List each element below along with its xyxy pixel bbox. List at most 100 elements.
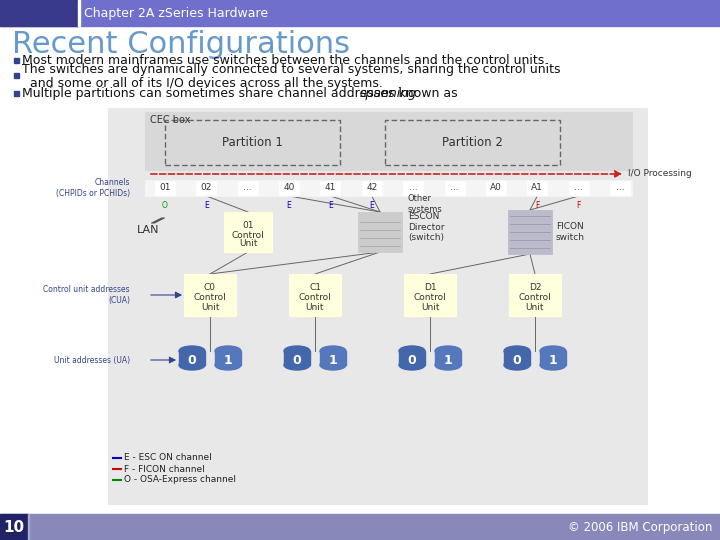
Text: Unit addresses (UA): Unit addresses (UA) <box>54 355 130 364</box>
Text: Control: Control <box>299 293 331 301</box>
Bar <box>289 274 341 316</box>
Text: 1: 1 <box>549 354 557 367</box>
Bar <box>0 514 28 540</box>
Bar <box>403 181 423 195</box>
Ellipse shape <box>435 360 461 370</box>
Bar <box>224 212 272 252</box>
Text: FICON
switch: FICON switch <box>556 222 585 242</box>
Bar <box>444 181 464 195</box>
Bar <box>399 351 425 365</box>
Bar <box>238 181 258 195</box>
Text: ...: ... <box>243 184 252 192</box>
Ellipse shape <box>435 346 461 356</box>
Bar <box>0 0 720 26</box>
Ellipse shape <box>540 360 566 370</box>
Text: 1: 1 <box>224 354 233 367</box>
Text: Unit: Unit <box>239 240 257 248</box>
Text: Control: Control <box>194 293 226 301</box>
Ellipse shape <box>320 346 346 356</box>
Text: 0: 0 <box>513 354 521 367</box>
Text: 40: 40 <box>284 184 294 192</box>
Text: Control: Control <box>413 293 446 301</box>
Text: LAN: LAN <box>137 225 159 235</box>
Ellipse shape <box>504 346 530 356</box>
Text: A1: A1 <box>531 184 543 192</box>
Text: 10: 10 <box>4 519 24 535</box>
Text: Partition 1: Partition 1 <box>222 136 283 149</box>
Text: Unit: Unit <box>420 302 439 312</box>
Bar <box>527 181 547 195</box>
Text: Multiple partitions can sometimes share channel addresses known as: Multiple partitions can sometimes share … <box>22 87 462 100</box>
Text: 02: 02 <box>201 184 212 192</box>
Text: 0: 0 <box>408 354 416 367</box>
Bar <box>28 514 29 540</box>
Ellipse shape <box>179 346 205 356</box>
Ellipse shape <box>284 346 310 356</box>
Bar <box>320 351 346 365</box>
Bar <box>569 181 589 195</box>
Text: F: F <box>577 201 581 210</box>
Bar <box>145 112 632 170</box>
Text: ...: ... <box>450 184 459 192</box>
Bar <box>279 181 299 195</box>
Text: E: E <box>369 201 374 210</box>
Text: Other
systems: Other systems <box>408 194 443 214</box>
Bar <box>508 210 552 254</box>
Text: Unit: Unit <box>306 302 324 312</box>
Text: © 2006 IBM Corporation: © 2006 IBM Corporation <box>567 521 712 534</box>
Ellipse shape <box>215 360 241 370</box>
Text: 41: 41 <box>325 184 336 192</box>
Text: D1: D1 <box>423 282 436 292</box>
Bar <box>155 181 175 195</box>
Ellipse shape <box>399 360 425 370</box>
Text: D2: D2 <box>528 282 541 292</box>
Text: O - OSA-Express channel: O - OSA-Express channel <box>124 476 236 484</box>
Bar <box>179 351 205 365</box>
Text: ESCON
Director
(switch): ESCON Director (switch) <box>408 212 444 242</box>
Bar <box>320 181 341 195</box>
Bar <box>358 212 402 252</box>
Text: Unit: Unit <box>526 302 544 312</box>
Text: Chapter 2A zSeries Hardware: Chapter 2A zSeries Hardware <box>84 6 268 19</box>
Ellipse shape <box>284 360 310 370</box>
Text: A0: A0 <box>490 184 502 192</box>
Text: and some or all of its I/O devices across all the systems.: and some or all of its I/O devices acros… <box>22 77 383 90</box>
Bar <box>215 351 241 365</box>
Bar <box>0 0 78 26</box>
Bar <box>362 181 382 195</box>
Text: Control unit addresses
(CUA): Control unit addresses (CUA) <box>43 285 130 305</box>
Ellipse shape <box>504 360 530 370</box>
Text: E: E <box>204 201 209 210</box>
Bar <box>14 91 19 96</box>
Bar <box>145 180 632 196</box>
Text: C0: C0 <box>204 282 216 292</box>
Text: F - FICON channel: F - FICON channel <box>124 464 204 474</box>
Bar <box>78 0 80 26</box>
Bar <box>435 351 461 365</box>
Ellipse shape <box>215 346 241 356</box>
Text: CEC box: CEC box <box>150 115 190 125</box>
Bar <box>108 108 648 505</box>
Text: Channels
(CHPIDs or PCHIDs): Channels (CHPIDs or PCHIDs) <box>56 178 130 198</box>
Bar <box>610 181 630 195</box>
Text: Unit: Unit <box>201 302 220 312</box>
Bar <box>404 274 456 316</box>
Bar <box>284 351 310 365</box>
Text: Control: Control <box>518 293 552 301</box>
Text: E - ESC ON channel: E - ESC ON channel <box>124 454 212 462</box>
Text: I/O Processing: I/O Processing <box>628 170 692 179</box>
Bar <box>540 351 566 365</box>
Ellipse shape <box>540 346 566 356</box>
Text: 42: 42 <box>366 184 377 192</box>
Text: Partition 2: Partition 2 <box>442 136 503 149</box>
Bar <box>14 73 19 78</box>
Text: 0: 0 <box>292 354 302 367</box>
Text: The switches are dynamically connected to several systems, sharing the control u: The switches are dynamically connected t… <box>22 64 560 77</box>
Ellipse shape <box>399 346 425 356</box>
Text: Control: Control <box>232 231 264 240</box>
Text: ...: ... <box>616 184 624 192</box>
Bar <box>197 181 217 195</box>
Text: Most modern mainframes use switches between the channels and the control units.: Most modern mainframes use switches betw… <box>22 55 548 68</box>
Text: ...: ... <box>409 184 418 192</box>
Text: E: E <box>287 201 292 210</box>
